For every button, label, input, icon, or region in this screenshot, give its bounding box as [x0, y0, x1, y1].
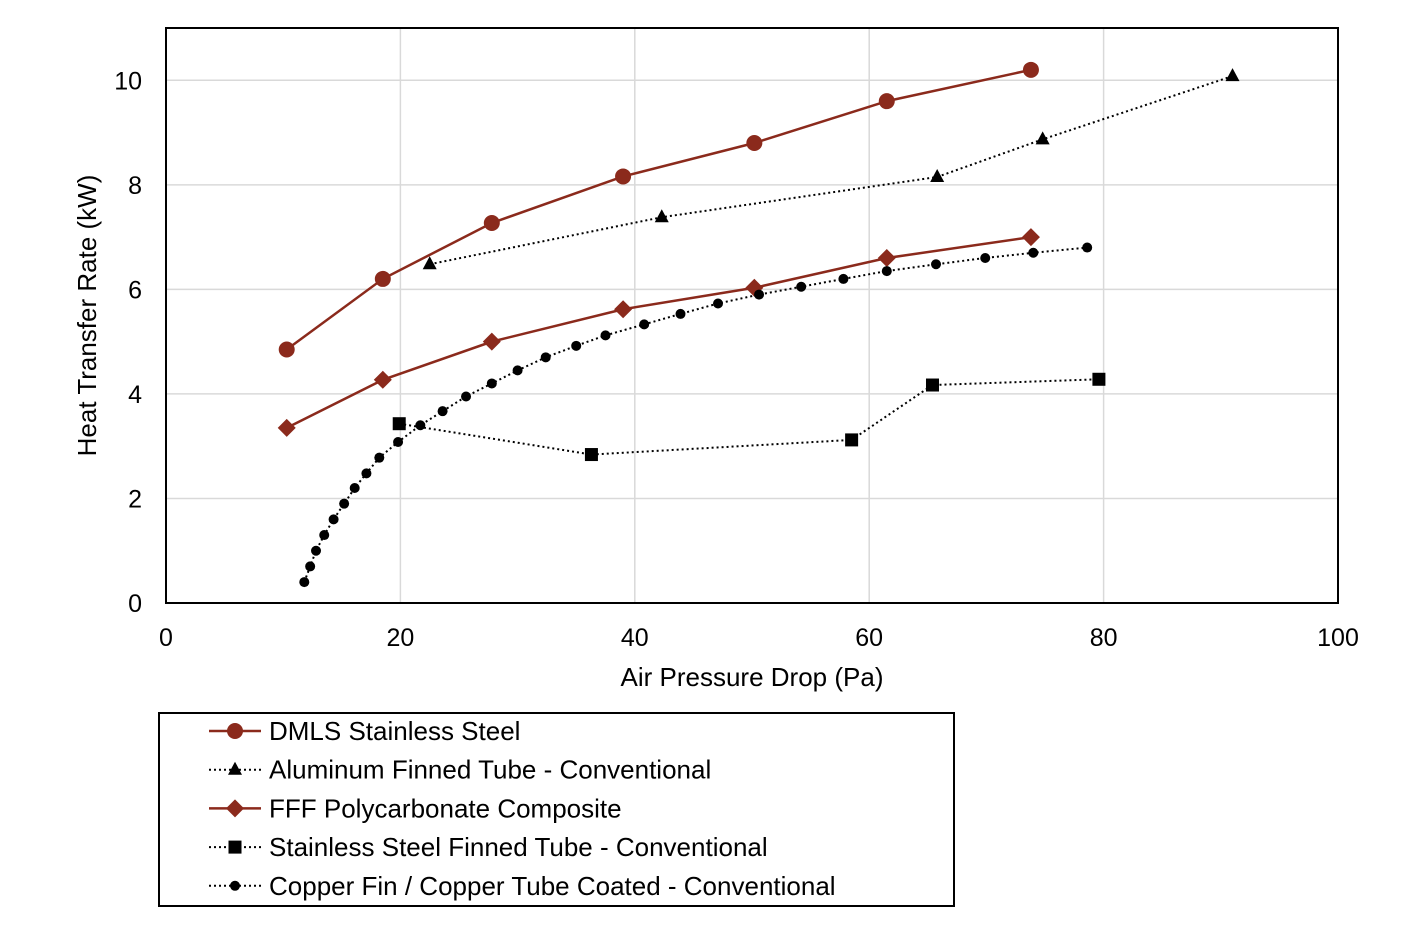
data-point	[881, 266, 892, 277]
data-point	[654, 209, 669, 223]
data-point	[483, 214, 500, 231]
data-point	[328, 514, 339, 525]
legend-item: Copper Fin / Copper Tube Coated - Conven…	[209, 871, 836, 901]
series-line	[399, 378, 1099, 456]
data-point	[461, 391, 472, 402]
legend-item: FFF Polycarbonate Composite	[209, 793, 622, 823]
data-point	[392, 417, 406, 431]
legend-item: Stainless Steel Finned Tube - Convention…	[209, 832, 768, 862]
data-point	[415, 420, 426, 431]
y-tick-label: 4	[128, 381, 142, 409]
data-point	[486, 378, 497, 389]
data-point	[1028, 247, 1039, 258]
legend-marker	[228, 840, 242, 854]
data-point	[512, 365, 523, 376]
data-point	[1082, 242, 1093, 253]
x-axis-title: Air Pressure Drop (Pa)	[621, 662, 884, 692]
x-tick-label: 60	[855, 624, 883, 652]
data-point	[584, 448, 598, 462]
plot-frame	[165, 27, 1339, 604]
series-4	[299, 242, 1093, 588]
data-point	[675, 308, 686, 319]
data-point	[374, 452, 385, 463]
y-tick-label: 10	[114, 67, 142, 95]
data-point	[278, 341, 295, 358]
data-point	[374, 270, 391, 287]
data-point	[980, 253, 991, 263]
data-point	[319, 530, 330, 541]
data-point	[361, 468, 372, 479]
legend-marker	[230, 880, 240, 891]
legend-item: DMLS Stainless Steel	[209, 716, 520, 746]
series-line	[429, 75, 1233, 266]
x-tick-label: 80	[1090, 624, 1118, 652]
data-point	[311, 545, 322, 556]
data-point	[614, 300, 633, 319]
data-point	[796, 281, 807, 292]
data-point	[571, 340, 582, 351]
data-point	[1225, 68, 1240, 82]
data-point	[845, 433, 859, 447]
x-tick-label: 0	[159, 624, 173, 652]
series-3	[392, 372, 1106, 462]
data-point	[1022, 61, 1039, 78]
y-tick-label: 0	[128, 590, 142, 618]
data-point	[600, 330, 611, 341]
data-point	[349, 483, 360, 493]
data-point	[482, 332, 501, 351]
data-point	[393, 437, 404, 447]
data-point	[878, 93, 895, 110]
data-point	[1092, 372, 1106, 386]
x-tick-label: 20	[386, 624, 414, 652]
data-point	[305, 561, 316, 572]
data-point	[639, 319, 650, 330]
data-point	[615, 168, 632, 185]
legend-marker	[226, 799, 244, 818]
series-1	[422, 68, 1240, 270]
grid	[166, 28, 1338, 603]
y-tick-label: 8	[128, 172, 142, 200]
x-tick-label: 40	[621, 624, 649, 652]
legend-item: Aluminum Finned Tube - Conventional	[209, 755, 711, 785]
y-axis-title: Heat Transfer Rate (kW)	[72, 175, 102, 457]
series-2	[277, 228, 1040, 437]
data-point	[925, 378, 939, 392]
y-tick-label: 2	[128, 485, 142, 513]
data-point	[877, 249, 896, 267]
y-tick-label: 6	[128, 276, 142, 304]
data-point	[930, 168, 945, 182]
data-point	[373, 370, 392, 389]
x-axis: 0 20 40 60 80 100	[159, 624, 1359, 652]
data-point	[277, 418, 296, 437]
data-point	[713, 298, 724, 309]
legend-marker	[227, 723, 243, 739]
data-point	[746, 135, 763, 151]
series-layer	[277, 61, 1240, 588]
legend-box	[158, 712, 955, 907]
y-axis: 0 2 4 6 8 10	[114, 67, 142, 618]
data-point	[540, 352, 551, 363]
data-point	[838, 273, 849, 284]
data-point	[339, 498, 350, 509]
x-tick-label: 100	[1317, 624, 1359, 652]
legend-marker	[228, 761, 242, 775]
legend-label: FFF Polycarbonate Composite	[269, 793, 622, 823]
series-line	[285, 68, 1032, 351]
data-point	[1035, 131, 1050, 145]
legend-label: DMLS Stainless Steel	[269, 716, 520, 746]
data-point	[299, 577, 310, 588]
legend: DMLS Stainless Steel Aluminum Finned Tube…	[158, 712, 955, 907]
legend-label: Stainless Steel Finned Tube - Convention…	[269, 832, 768, 862]
data-point	[754, 289, 765, 300]
series-0	[278, 61, 1039, 358]
data-point	[422, 256, 437, 270]
data-point	[931, 259, 942, 270]
data-point	[1021, 228, 1040, 247]
data-point	[437, 406, 448, 417]
legend-label: Copper Fin / Copper Tube Coated - Conven…	[269, 871, 836, 901]
legend-label: Aluminum Finned Tube - Conventional	[269, 755, 711, 785]
